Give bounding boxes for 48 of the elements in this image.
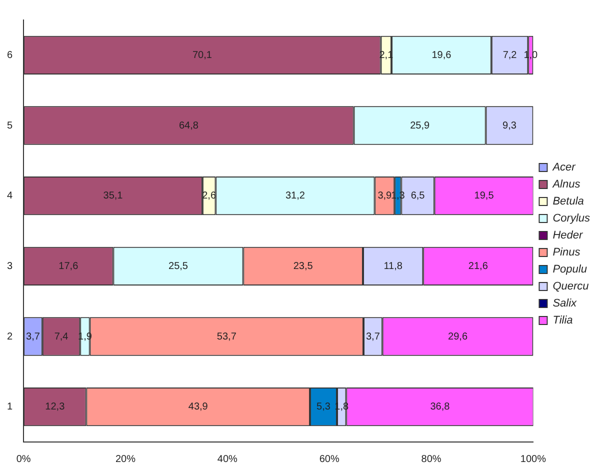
- data-label: 19,5: [474, 190, 494, 202]
- data-label: 6,5: [410, 190, 426, 202]
- x-tick-label: 40%: [217, 454, 238, 465]
- y-tick-label: 6: [7, 50, 13, 61]
- data-label: 3,7: [366, 331, 380, 342]
- data-label: 36,8: [430, 402, 450, 413]
- y-tick-label: 2: [7, 331, 13, 342]
- data-label: 23,5: [293, 260, 314, 272]
- data-label: 7,4: [54, 331, 69, 342]
- y-tick-label: 4: [7, 190, 13, 202]
- data-label: 11,8: [384, 260, 403, 272]
- data-label: 21,6: [468, 260, 488, 272]
- legend-label: Heder: [552, 230, 584, 242]
- legend-label: Alnus: [552, 178, 581, 191]
- x-tick-label: 20%: [115, 454, 136, 465]
- data-label: 31,2: [285, 190, 306, 202]
- x-tick-label: 100%: [520, 454, 546, 465]
- data-label: 19,6: [432, 50, 452, 61]
- data-label: 1,3: [390, 190, 406, 202]
- data-label: 3,9: [378, 190, 392, 202]
- data-label: 70,1: [192, 50, 212, 61]
- data-label: 25,9: [410, 120, 430, 132]
- x-tick-label: 0%: [16, 454, 31, 465]
- data-label: 64,8: [178, 120, 199, 132]
- data-label: 29,6: [448, 331, 468, 342]
- legend-label: Corylus: [552, 212, 590, 225]
- legend-label: Populu: [552, 264, 587, 276]
- data-label: 25,5: [168, 260, 188, 272]
- y-tick-label: 3: [7, 260, 13, 272]
- legend-label: Pinus: [552, 246, 581, 259]
- legend-label: Salix: [552, 298, 578, 310]
- x-tick-label: 60%: [319, 454, 340, 465]
- data-label: 3,7: [26, 331, 40, 342]
- data-label: 7,2: [502, 50, 518, 61]
- legend-label: Tilia: [552, 314, 573, 327]
- x-tick-label: 80%: [421, 454, 442, 465]
- data-label: 35,1: [103, 190, 124, 202]
- data-label: 17,6: [58, 260, 79, 272]
- data-label: 53,7: [216, 331, 237, 342]
- data-label: 9,3: [502, 120, 517, 132]
- data-label: 5,3: [316, 402, 331, 413]
- legend-label: Quercu: [552, 280, 589, 293]
- legend-label: Acer: [552, 162, 577, 174]
- legend-label: Betula: [552, 196, 584, 208]
- data-label: 12,3: [45, 402, 66, 413]
- data-label: 43,9: [188, 402, 208, 413]
- y-tick-label: 5: [7, 120, 13, 132]
- y-tick-label: 1: [7, 402, 13, 413]
